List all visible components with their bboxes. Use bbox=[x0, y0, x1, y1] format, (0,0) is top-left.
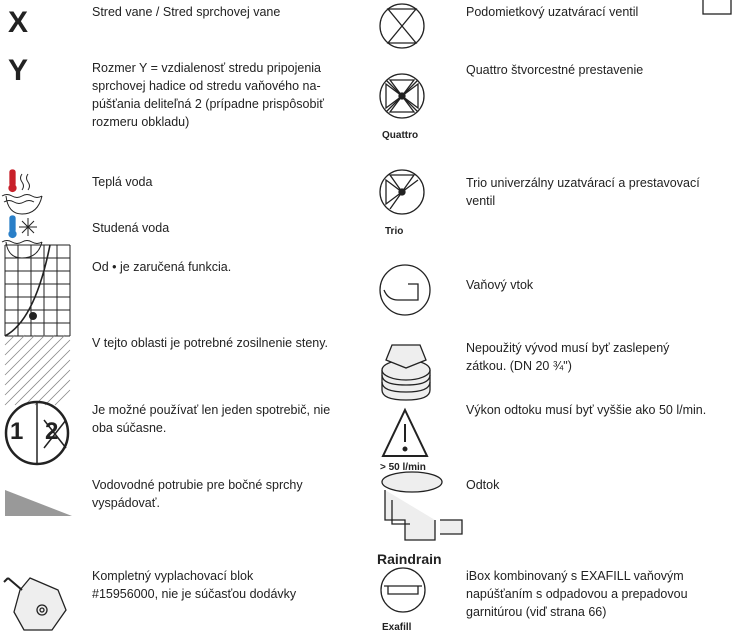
corner-box bbox=[702, 0, 732, 15]
description-line: Trio univerzálny uzatvárací a prestavova… bbox=[466, 176, 700, 190]
description-line: Od • je zaručená funkcia. bbox=[92, 260, 232, 274]
description-line: rozmeru obkladu) bbox=[92, 115, 190, 129]
quattro-icon bbox=[379, 73, 425, 119]
grid-icon bbox=[4, 244, 71, 337]
description-line: Quattro štvorcestné prestavenie bbox=[466, 63, 644, 77]
description-line: vyspádovať. bbox=[92, 496, 160, 510]
icon-label: 2 bbox=[45, 418, 59, 445]
trio-icon bbox=[379, 169, 425, 215]
description-line: Rozmer Y = vzdialenosť stredu pripojenia bbox=[92, 61, 322, 75]
description-line: Výkon odtoku musí byť vyššie ako 50 l/mi… bbox=[466, 403, 707, 417]
description-line: púšťania deliteľná 2 (prípadne prispôsob… bbox=[92, 97, 324, 111]
description-line: iBox kombinovaný s EXAFILL vaňovým bbox=[466, 569, 684, 583]
slope-icon bbox=[5, 490, 72, 516]
description-line: zátkou. (DN 20 ¾") bbox=[466, 359, 572, 373]
one-of-two-icon bbox=[4, 400, 70, 466]
description-line: Vodovodné potrubie pre bočné sprchy bbox=[92, 478, 303, 492]
description-line: sprchovej hadice od stredu vaňového na- bbox=[92, 79, 321, 93]
description-line: Odtok bbox=[466, 478, 500, 492]
flush-block-icon bbox=[3, 577, 67, 631]
icon-label: Y bbox=[8, 54, 29, 87]
description-line: Kompletný vyplachovací blok bbox=[92, 569, 254, 583]
description-line: ventil bbox=[466, 194, 496, 208]
exafill-icon bbox=[380, 567, 426, 613]
warning-icon bbox=[381, 407, 429, 457]
description-line: garnitúrou (viď strana 66) bbox=[466, 605, 607, 619]
description-line: Teplá voda bbox=[92, 175, 153, 189]
icon-label: X bbox=[8, 6, 29, 39]
description-line: Je možné používať len jeden spotrebič, n… bbox=[92, 403, 331, 417]
icon-label: Exafill bbox=[382, 622, 412, 633]
description-line: Nepoužitý vývod musí byť zaslepený bbox=[466, 341, 670, 355]
icon-label: Trio bbox=[385, 226, 404, 237]
cold-water-icon bbox=[1, 215, 43, 259]
icon-label: 1 bbox=[10, 418, 24, 445]
hatch-icon bbox=[4, 334, 71, 406]
drain-icon bbox=[381, 471, 463, 541]
description-line: Vaňový vtok bbox=[466, 278, 534, 292]
bath-spout-icon bbox=[379, 264, 431, 316]
icon-label: Raindrain bbox=[377, 551, 442, 567]
icon-label: Quattro bbox=[382, 130, 419, 141]
description-line: Podomietkový uzatvárací ventil bbox=[466, 5, 639, 19]
description-line: oba súčasne. bbox=[92, 421, 167, 435]
valve-icon bbox=[379, 3, 425, 49]
description-line: V tejto oblasti je potrebné zosilnenie s… bbox=[92, 336, 329, 350]
description-line: Studená voda bbox=[92, 221, 170, 235]
warm-water-icon bbox=[1, 169, 43, 215]
plug-icon bbox=[381, 344, 431, 401]
description-line: napúšťaním s odpadovou a prepadovou bbox=[466, 587, 688, 601]
icon-label: > 50 l/min bbox=[380, 462, 426, 473]
description-line: #15956000, nie je súčasťou dodávky bbox=[92, 587, 297, 601]
description-line: Stred vane / Stred sprchovej vane bbox=[92, 5, 281, 19]
